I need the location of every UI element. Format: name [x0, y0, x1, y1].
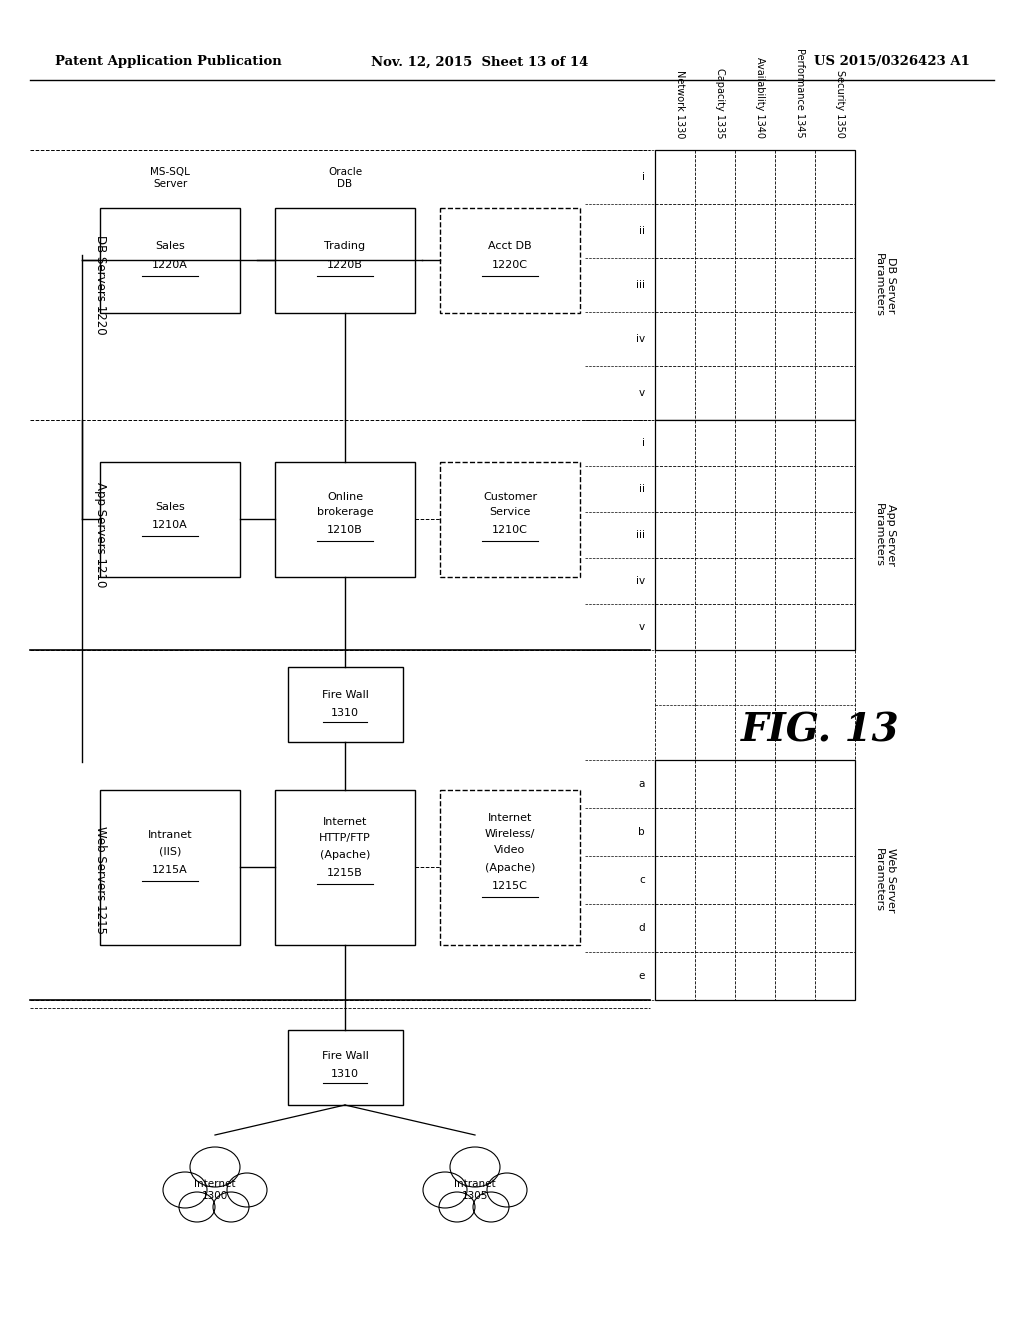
Text: Sales: Sales [155, 242, 185, 251]
Bar [440, 789, 580, 945]
Ellipse shape [423, 1172, 467, 1208]
Text: (IIS): (IIS) [159, 846, 181, 855]
Text: Online: Online [327, 492, 364, 502]
Text: i: i [642, 438, 645, 447]
Text: brokerage: brokerage [316, 507, 374, 517]
Text: Web Servers 1215: Web Servers 1215 [93, 826, 106, 935]
Ellipse shape [450, 1147, 500, 1187]
Text: DB Servers 1220: DB Servers 1220 [93, 235, 106, 335]
Text: Oracle
DB: Oracle DB [328, 168, 362, 189]
Text: c: c [639, 875, 645, 884]
Text: i: i [642, 172, 645, 182]
Ellipse shape [439, 1192, 475, 1222]
Bar [100, 462, 240, 577]
Text: Video: Video [495, 845, 525, 855]
Bar [440, 462, 580, 577]
Text: Sales: Sales [155, 502, 185, 512]
Text: Availability 1340: Availability 1340 [755, 57, 765, 139]
Text: FIG. 13: FIG. 13 [740, 711, 899, 748]
Ellipse shape [163, 1172, 207, 1208]
Text: ii: ii [639, 484, 645, 494]
Text: US 2015/0326423 A1: US 2015/0326423 A1 [814, 55, 970, 69]
Ellipse shape [227, 1173, 267, 1206]
Text: iv: iv [636, 576, 645, 586]
Text: (Apache): (Apache) [319, 850, 371, 861]
Text: MS-SQL
Server: MS-SQL Server [151, 168, 189, 189]
Text: 1220C: 1220C [492, 260, 528, 271]
Ellipse shape [473, 1192, 509, 1222]
Bar [655, 760, 855, 1001]
Ellipse shape [213, 1192, 249, 1222]
Text: Fire Wall: Fire Wall [322, 1051, 369, 1061]
Bar [100, 209, 240, 313]
Text: HTTP/FTP: HTTP/FTP [319, 833, 371, 843]
Text: DB Server
Parameters: DB Server Parameters [874, 253, 896, 317]
Text: Internet: Internet [487, 813, 532, 822]
Text: 1210A: 1210A [153, 520, 187, 531]
Bar [275, 789, 415, 945]
Text: Internet
1300: Internet 1300 [195, 1179, 236, 1201]
Bar [440, 209, 580, 313]
Text: d: d [638, 923, 645, 933]
Text: iii: iii [636, 531, 645, 540]
Bar [275, 462, 415, 577]
Text: 1210C: 1210C [493, 525, 528, 535]
Text: 1310: 1310 [331, 1069, 359, 1078]
Text: Acct DB: Acct DB [488, 242, 531, 251]
Ellipse shape [190, 1147, 240, 1187]
Text: Performance 1345: Performance 1345 [795, 49, 805, 139]
Text: Intranet: Intranet [147, 830, 193, 840]
Bar [655, 150, 855, 420]
Text: ii: ii [639, 226, 645, 236]
Text: e: e [639, 972, 645, 981]
Bar [275, 209, 415, 313]
Text: Nov. 12, 2015  Sheet 13 of 14: Nov. 12, 2015 Sheet 13 of 14 [372, 55, 589, 69]
Text: iv: iv [636, 334, 645, 345]
Bar [655, 420, 855, 649]
Text: v: v [639, 622, 645, 632]
Bar [288, 667, 403, 742]
Text: 1215B: 1215B [327, 869, 362, 878]
Text: Capacity 1335: Capacity 1335 [715, 67, 725, 139]
Text: Trading: Trading [325, 242, 366, 251]
Text: (Apache): (Apache) [484, 863, 536, 873]
Text: 1310: 1310 [331, 708, 359, 718]
Ellipse shape [487, 1173, 527, 1206]
Ellipse shape [179, 1192, 215, 1222]
Text: 1220A: 1220A [152, 260, 188, 271]
Text: Security 1350: Security 1350 [835, 70, 845, 139]
Text: 1215A: 1215A [153, 865, 187, 875]
Text: App Server
Parameters: App Server Parameters [874, 503, 896, 568]
Text: 1220B: 1220B [327, 260, 362, 271]
Text: Internet: Internet [323, 817, 368, 828]
Text: Customer: Customer [483, 492, 537, 502]
Text: 1210B: 1210B [327, 525, 362, 535]
Text: iii: iii [636, 280, 645, 290]
Text: Intranet
1305: Intranet 1305 [455, 1179, 496, 1201]
Text: Patent Application Publication: Patent Application Publication [55, 55, 282, 69]
Text: Web Server
Parameters: Web Server Parameters [874, 847, 896, 912]
Text: App Servers 1210: App Servers 1210 [93, 482, 106, 587]
Bar [100, 789, 240, 945]
Text: b: b [638, 828, 645, 837]
Text: a: a [639, 779, 645, 789]
Text: 1215C: 1215C [493, 880, 528, 891]
Text: Wireless/: Wireless/ [484, 829, 536, 840]
Text: Service: Service [489, 507, 530, 517]
Text: Network 1330: Network 1330 [675, 70, 685, 139]
Bar [288, 1030, 403, 1105]
Text: v: v [639, 388, 645, 399]
Text: Fire Wall: Fire Wall [322, 690, 369, 700]
